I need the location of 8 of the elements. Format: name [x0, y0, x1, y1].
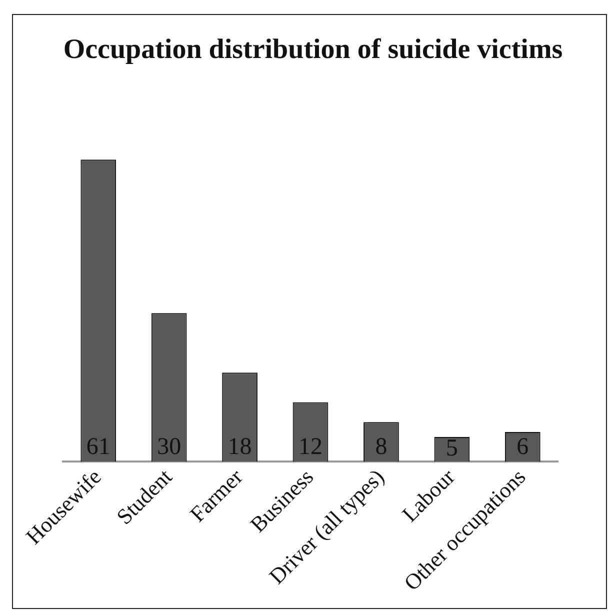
data-label: 61 [86, 434, 110, 460]
data-label: 30 [157, 434, 182, 460]
data-label: 5 [446, 436, 458, 462]
data-label: 12 [298, 434, 322, 460]
data-label: 8 [375, 434, 388, 460]
data-label: 6 [516, 434, 529, 460]
data-label: 18 [228, 434, 252, 460]
chart-title: Occupation distribution of suicide victims [62, 34, 564, 65]
